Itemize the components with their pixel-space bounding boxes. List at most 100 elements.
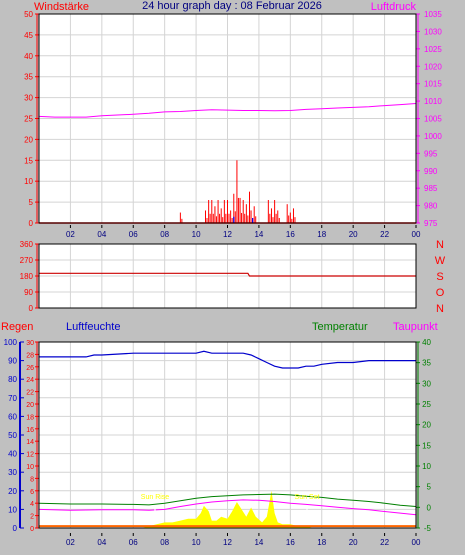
x-tick-label: 04	[97, 230, 106, 239]
rain-tick-label: 12	[26, 452, 34, 459]
temperature-tick-label: 25	[422, 400, 431, 409]
x-tick-label: 00	[412, 538, 421, 547]
wind-tick-label: 20	[24, 135, 33, 144]
compass-letter: N	[436, 239, 444, 251]
x-tick-label: 18	[317, 230, 326, 239]
pressure-tick-label: 990	[424, 167, 438, 176]
humidity-tick-label: 90	[8, 357, 17, 366]
x-tick-label: 10	[192, 230, 201, 239]
wind-tick-label: 30	[24, 94, 33, 103]
x-tick-label: 14	[254, 230, 263, 239]
pressure-series-line	[38, 103, 417, 118]
direction-tick-label: 90	[24, 288, 33, 297]
temperature-label: Temperatur	[312, 321, 368, 333]
rain-tick-label: 16	[26, 427, 34, 434]
rain-tick-label: 30	[26, 340, 34, 347]
humidity-tick-label: 80	[8, 375, 17, 384]
x-tick-label: 16	[286, 538, 295, 547]
compass-letter: O	[436, 287, 445, 299]
rain-tick-label: 10	[26, 464, 34, 471]
wind-tick-label: 5	[29, 198, 34, 207]
rain-tick-label: 14	[26, 439, 34, 446]
wind-direction-axis: 0 90 180 270 360	[20, 240, 39, 313]
rain-tick-label: 24	[26, 377, 34, 384]
humidity-label: Luftfeuchte	[66, 321, 120, 333]
wind-direction-frame	[38, 243, 417, 309]
pressure-axis: 975 980 985 990 995 1000 1005 1010 1015 1020 1025 1…	[416, 10, 442, 228]
wind-pressure-frame	[38, 13, 417, 224]
wind-tick-label: 45	[24, 31, 33, 40]
temperature-tick-label: 20	[422, 421, 431, 430]
pressure-tick-label: 1000	[424, 132, 442, 141]
sunrise-label: Sun Rise	[141, 494, 170, 501]
humidity-tick-label: 100	[4, 338, 18, 347]
rain-tick-label: 8	[30, 476, 34, 483]
humidity-axis: 0 10 20 30 40 50 60 70 80 90 100	[4, 338, 24, 533]
humidity-tick-label: 10	[8, 505, 17, 514]
rain-tick-label: 0	[30, 526, 34, 533]
wind-tick-label: 0	[29, 219, 34, 228]
compass-letter: N	[436, 303, 444, 315]
humidity-tick-label: 60	[8, 412, 17, 421]
humidity-tick-label: 30	[8, 468, 17, 477]
pressure-tick-label: 980	[424, 202, 438, 211]
x-tick-label: 20	[349, 230, 358, 239]
temperature-tick-label: 40	[422, 338, 431, 347]
x-tick-label: 10	[192, 538, 201, 547]
x-tick-label: 02	[66, 538, 75, 547]
x-tick-label: 22	[380, 538, 389, 547]
x-tick-label: 18	[317, 538, 326, 547]
humidity-series-line	[39, 350, 416, 369]
x-tick-label: 06	[129, 230, 138, 239]
x-tick-label: 04	[97, 538, 106, 547]
pressure-tick-label: 995	[424, 149, 438, 158]
wind-label: Windstärke	[34, 1, 89, 13]
rain-tick-label: 28	[26, 352, 34, 359]
compass-letter: S	[436, 271, 443, 283]
x-tick-label: 14	[254, 538, 263, 547]
pressure-tick-label: 1025	[424, 45, 442, 54]
humidity-temperature-frame	[38, 341, 417, 529]
pressure-tick-label: 1010	[424, 97, 442, 106]
wind-tick-label: 35	[24, 73, 33, 82]
rain-tick-label: 18	[26, 414, 34, 421]
x-tick-label: 00	[412, 230, 421, 239]
pressure-tick-label: 1030	[424, 27, 442, 36]
compass-letter: W	[435, 255, 446, 267]
pressure-tick-label: 985	[424, 184, 438, 193]
wind-tick-label: 40	[24, 52, 33, 61]
solar-series-area	[141, 490, 314, 528]
rain-tick-label: 26	[26, 365, 34, 372]
humidity-temperature-panel: Regen Luftfeuchte Temperatur Taupunkt 0 1…	[1, 321, 438, 533]
sunset-annotation: Sun Set	[295, 494, 320, 513]
temperature-series-line	[38, 493, 417, 507]
wind-pressure-grid	[39, 13, 416, 223]
rain-tick-label: 20	[26, 402, 34, 409]
pressure-tick-label: 1015	[424, 80, 442, 89]
x-tick-label: 06	[129, 538, 138, 547]
pressure-tick-label: 1005	[424, 115, 442, 124]
humidity-tick-label: 0	[13, 524, 18, 533]
rain-tick-label: 2	[30, 514, 34, 521]
x-tick-label: 12	[223, 538, 232, 547]
x-tick-label: 16	[286, 230, 295, 239]
rain-tick-label: 22	[26, 390, 34, 397]
temperature-tick-label: 35	[422, 359, 431, 368]
x-tick-label: 20	[349, 538, 358, 547]
wind-tick-label: 15	[24, 156, 33, 165]
direction-tick-label: 0	[29, 304, 34, 313]
temperature-tick-label: 5	[427, 483, 432, 492]
temperature-tick-label: 10	[422, 462, 431, 471]
temperature-tick-label: 0	[427, 503, 432, 512]
wind-tick-label: 50	[24, 10, 33, 19]
humidity-tick-label: 20	[8, 487, 17, 496]
humidity-tick-label: 70	[8, 394, 17, 403]
chart-title: 24 hour graph day : 08 Februar 2026	[142, 0, 322, 12]
pressure-tick-label: 1035	[424, 10, 442, 19]
direction-tick-label: 360	[20, 240, 34, 249]
pressure-tick-label: 975	[424, 219, 438, 228]
